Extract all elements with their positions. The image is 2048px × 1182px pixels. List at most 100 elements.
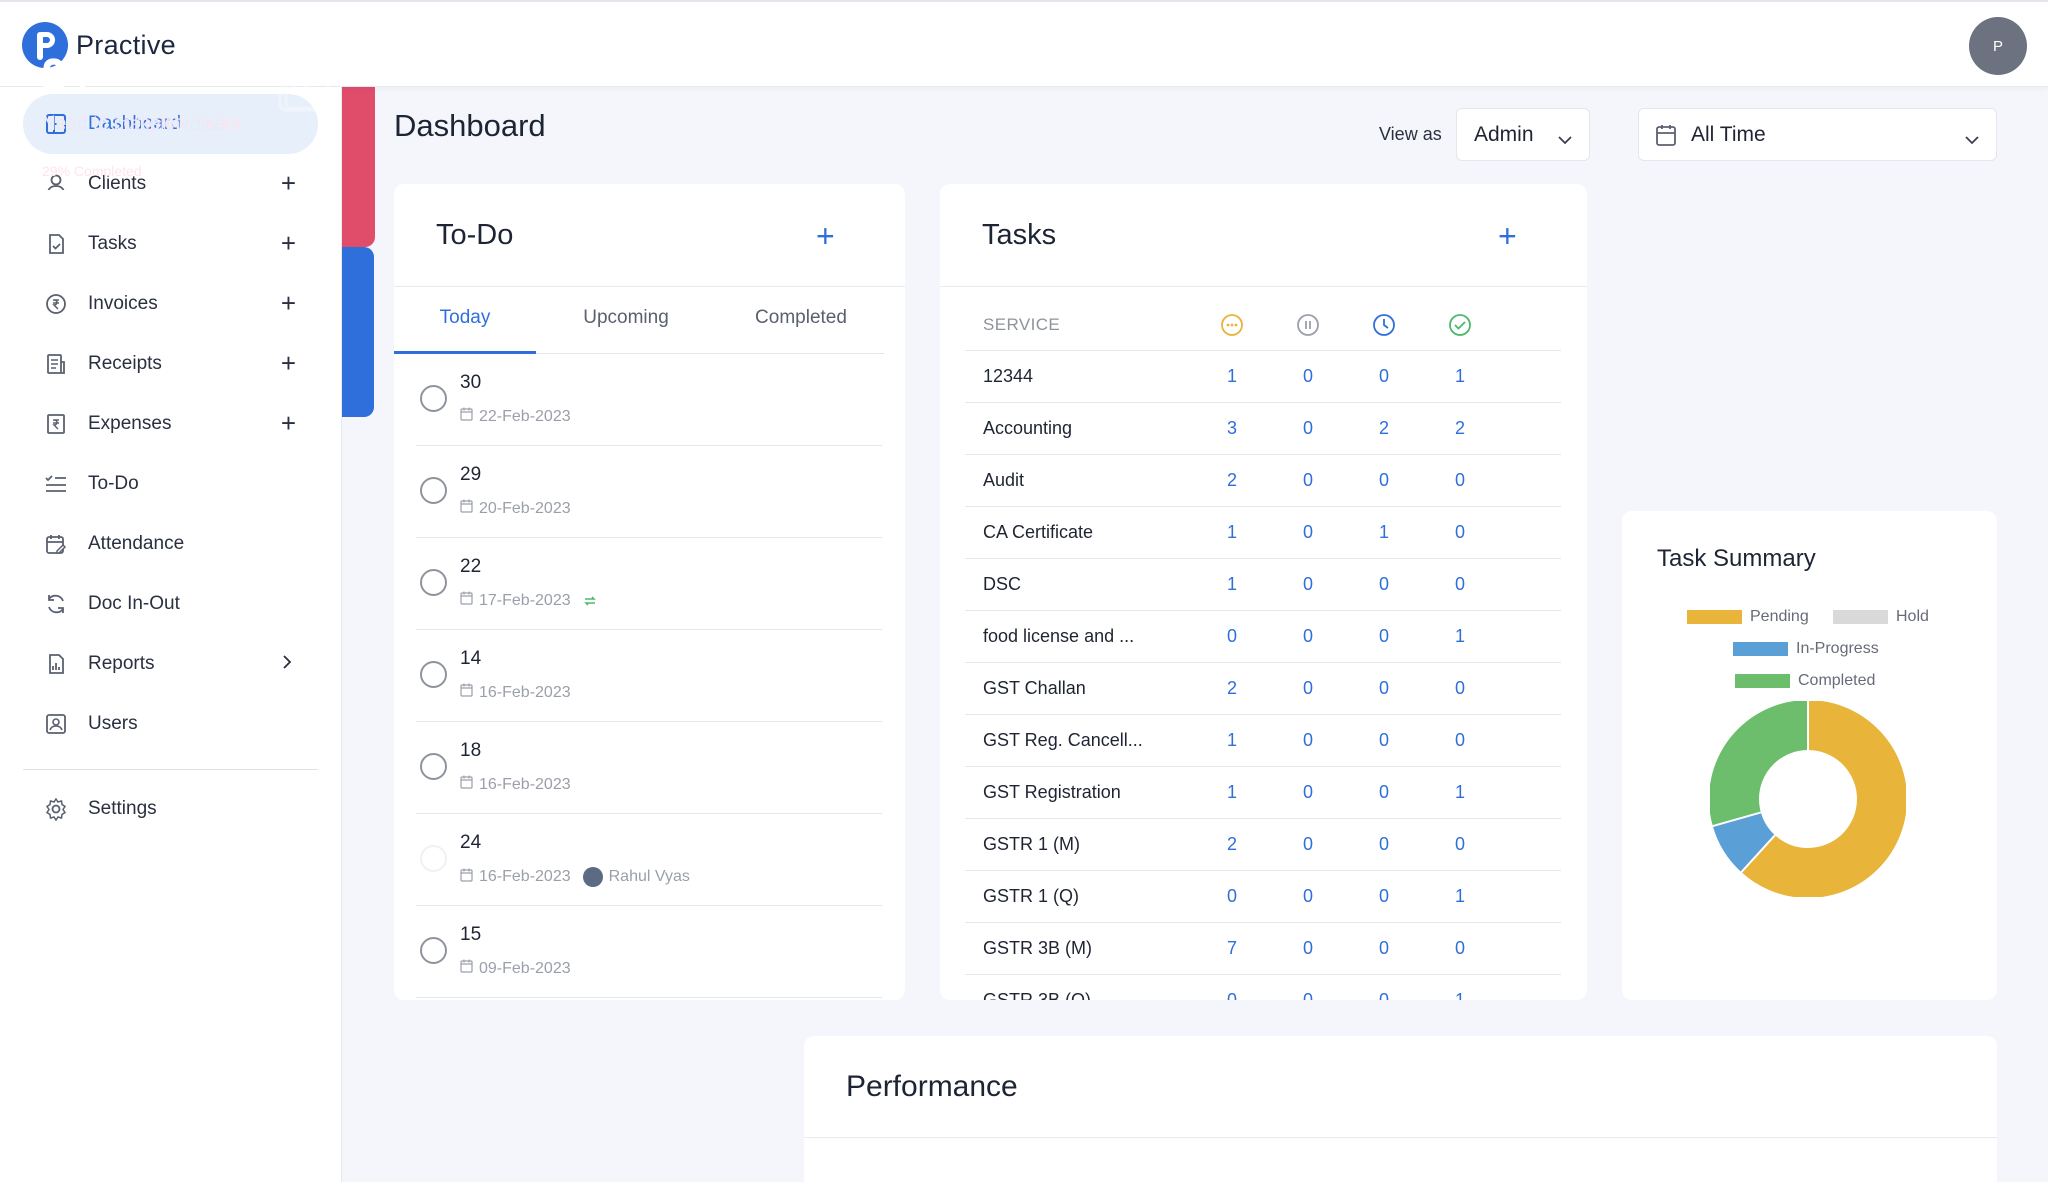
sidebar-item-users[interactable]: Users — [23, 694, 318, 754]
task-count-cell[interactable]: 0 — [1378, 990, 1389, 1000]
table-row[interactable]: food license and ... 0 0 0 1 — [965, 611, 1561, 663]
sidebar-item-expenses[interactable]: Expenses + — [23, 394, 318, 454]
sidebar-item-receipts[interactable]: Receipts + — [23, 334, 318, 394]
task-count-cell[interactable]: 1 — [1226, 574, 1237, 594]
user-avatar[interactable]: P — [1969, 17, 2027, 75]
table-row[interactable]: GSTR 3B (Q) 0 0 0 1 — [965, 975, 1561, 1000]
view-as-dropdown[interactable]: Admin — [1456, 108, 1590, 161]
task-count-cell[interactable]: 0 — [1454, 834, 1465, 854]
todo-checkbox[interactable] — [420, 845, 447, 872]
task-count-cell[interactable]: 0 — [1378, 470, 1389, 490]
table-row[interactable]: CA Certificate 1 0 1 0 — [965, 507, 1561, 559]
task-count-cell[interactable]: 0 — [1302, 834, 1313, 854]
todo-checkbox[interactable] — [420, 385, 447, 412]
task-count-cell[interactable]: 1 — [1378, 522, 1389, 542]
task-count-cell[interactable]: 0 — [1378, 938, 1389, 958]
task-count-cell[interactable]: 2 — [1454, 418, 1465, 438]
sidebar-item-clients[interactable]: Clients + — [23, 154, 318, 214]
todo-item[interactable]: 15 09-Feb-2023 — [416, 906, 882, 998]
sidebar-item-tasks[interactable]: Tasks + — [23, 214, 318, 274]
add-expense-button[interactable]: + — [280, 408, 296, 438]
legend-hold[interactable]: Hold — [1833, 608, 1929, 626]
table-row[interactable]: DSC 1 0 0 0 — [965, 559, 1561, 611]
legend-in-progress[interactable]: In-Progress — [1733, 640, 1879, 658]
table-row[interactable]: GST Challan 2 0 0 0 — [965, 663, 1561, 715]
todo-item[interactable]: 30 22-Feb-2023 — [416, 354, 882, 446]
sidebar-item-doc-in-out[interactable]: Doc In-Out — [23, 574, 318, 634]
todo-item[interactable]: 14 16-Feb-2023 — [416, 630, 882, 722]
sidebar-item-attendance[interactable]: Attendance — [23, 514, 318, 574]
task-count-cell[interactable]: 0 — [1302, 990, 1313, 1000]
add-task-button[interactable]: + — [280, 228, 296, 258]
task-count-cell[interactable]: 0 — [1302, 522, 1313, 542]
table-row[interactable]: Accounting 3 0 2 2 — [965, 403, 1561, 455]
legend-completed[interactable]: Completed — [1735, 672, 1875, 690]
task-count-cell[interactable]: 0 — [1302, 886, 1313, 906]
task-count-cell[interactable]: 3 — [1226, 418, 1237, 438]
task-count-cell[interactable]: 1 — [1226, 366, 1237, 386]
task-count-cell[interactable]: 1 — [1454, 782, 1465, 802]
task-count-cell[interactable]: 1 — [1454, 366, 1465, 386]
task-count-cell[interactable]: 2 — [1226, 834, 1237, 854]
task-count-cell[interactable]: 0 — [1454, 938, 1465, 958]
task-count-cell[interactable]: 0 — [1378, 730, 1389, 750]
app-logo[interactable]: Practive — [22, 22, 176, 68]
table-row[interactable]: GSTR 3B (M) 7 0 0 0 — [965, 923, 1561, 975]
task-count-cell[interactable]: 0 — [1302, 626, 1313, 646]
task-count-cell[interactable]: 0 — [1226, 990, 1237, 1000]
table-row[interactable]: GST Reg. Cancell... 1 0 0 0 — [965, 715, 1561, 767]
sidebar-item-dashboard[interactable]: Dashboard — [23, 94, 318, 154]
sidebar-item-invoices[interactable]: Invoices + — [23, 274, 318, 334]
todo-checkbox[interactable] — [420, 937, 447, 964]
sidebar-item-todo[interactable]: To-Do — [23, 454, 318, 514]
tab-today[interactable]: Today — [439, 307, 491, 328]
legend-pending[interactable]: Pending — [1687, 608, 1809, 626]
task-count-cell[interactable]: 0 — [1454, 730, 1465, 750]
todo-checkbox[interactable] — [420, 661, 447, 688]
task-count-cell[interactable]: 1 — [1454, 626, 1465, 646]
task-count-cell[interactable]: 0 — [1302, 938, 1313, 958]
todo-item[interactable]: 18 16-Feb-2023 — [416, 722, 882, 814]
table-row[interactable]: GSTR 1 (Q) 0 0 0 1 — [965, 871, 1561, 923]
task-count-cell[interactable]: 0 — [1454, 574, 1465, 594]
table-row[interactable]: GST Registration 1 0 0 1 — [965, 767, 1561, 819]
task-count-cell[interactable]: 0 — [1302, 574, 1313, 594]
task-count-cell[interactable]: 0 — [1378, 366, 1389, 386]
add-invoice-button[interactable]: + — [280, 288, 296, 318]
task-count-cell[interactable]: 0 — [1454, 678, 1465, 698]
task-count-cell[interactable]: 0 — [1302, 782, 1313, 802]
add-client-button[interactable]: + — [280, 168, 296, 198]
task-count-cell[interactable]: 0 — [1378, 678, 1389, 698]
todo-item[interactable]: 29 20-Feb-2023 — [416, 446, 882, 538]
todo-checkbox[interactable] — [420, 753, 447, 780]
task-count-cell[interactable]: 0 — [1378, 886, 1389, 906]
task-count-cell[interactable]: 0 — [1226, 886, 1237, 906]
chevron-right-icon[interactable] — [282, 654, 292, 675]
task-count-cell[interactable]: 0 — [1378, 574, 1389, 594]
task-count-cell[interactable]: 0 — [1226, 626, 1237, 646]
tab-upcoming[interactable]: Upcoming — [583, 307, 669, 328]
task-count-cell[interactable]: 0 — [1378, 626, 1389, 646]
todo-item[interactable]: 22 17-Feb-2023 — [416, 538, 882, 630]
task-count-cell[interactable]: 2 — [1378, 418, 1389, 438]
table-row[interactable]: Audit 2 0 0 0 — [965, 455, 1561, 507]
add-todo-button[interactable]: + — [816, 218, 835, 254]
add-receipt-button[interactable]: + — [280, 348, 296, 378]
task-count-cell[interactable]: 7 — [1226, 938, 1237, 958]
task-count-cell[interactable]: 0 — [1302, 366, 1313, 386]
table-row[interactable]: GSTR 1 (M) 2 0 0 0 — [965, 819, 1561, 871]
task-count-cell[interactable]: 0 — [1378, 834, 1389, 854]
task-count-cell[interactable]: 1 — [1226, 730, 1237, 750]
todo-checkbox[interactable] — [420, 569, 447, 596]
task-count-cell[interactable]: 0 — [1454, 470, 1465, 490]
task-count-cell[interactable]: 2 — [1226, 678, 1237, 698]
task-count-cell[interactable]: 1 — [1226, 522, 1237, 542]
task-count-cell[interactable]: 1 — [1454, 886, 1465, 906]
todo-item[interactable]: 24 16-Feb-2023 Rahul Vyas — [416, 814, 882, 906]
task-count-cell[interactable]: 0 — [1302, 470, 1313, 490]
task-count-cell[interactable]: 0 — [1378, 782, 1389, 802]
sidebar-item-settings[interactable]: Settings — [23, 779, 318, 839]
table-row[interactable]: 12344 1 0 0 1 — [965, 351, 1561, 403]
tab-completed[interactable]: Completed — [755, 307, 847, 328]
task-count-cell[interactable]: 2 — [1226, 470, 1237, 490]
